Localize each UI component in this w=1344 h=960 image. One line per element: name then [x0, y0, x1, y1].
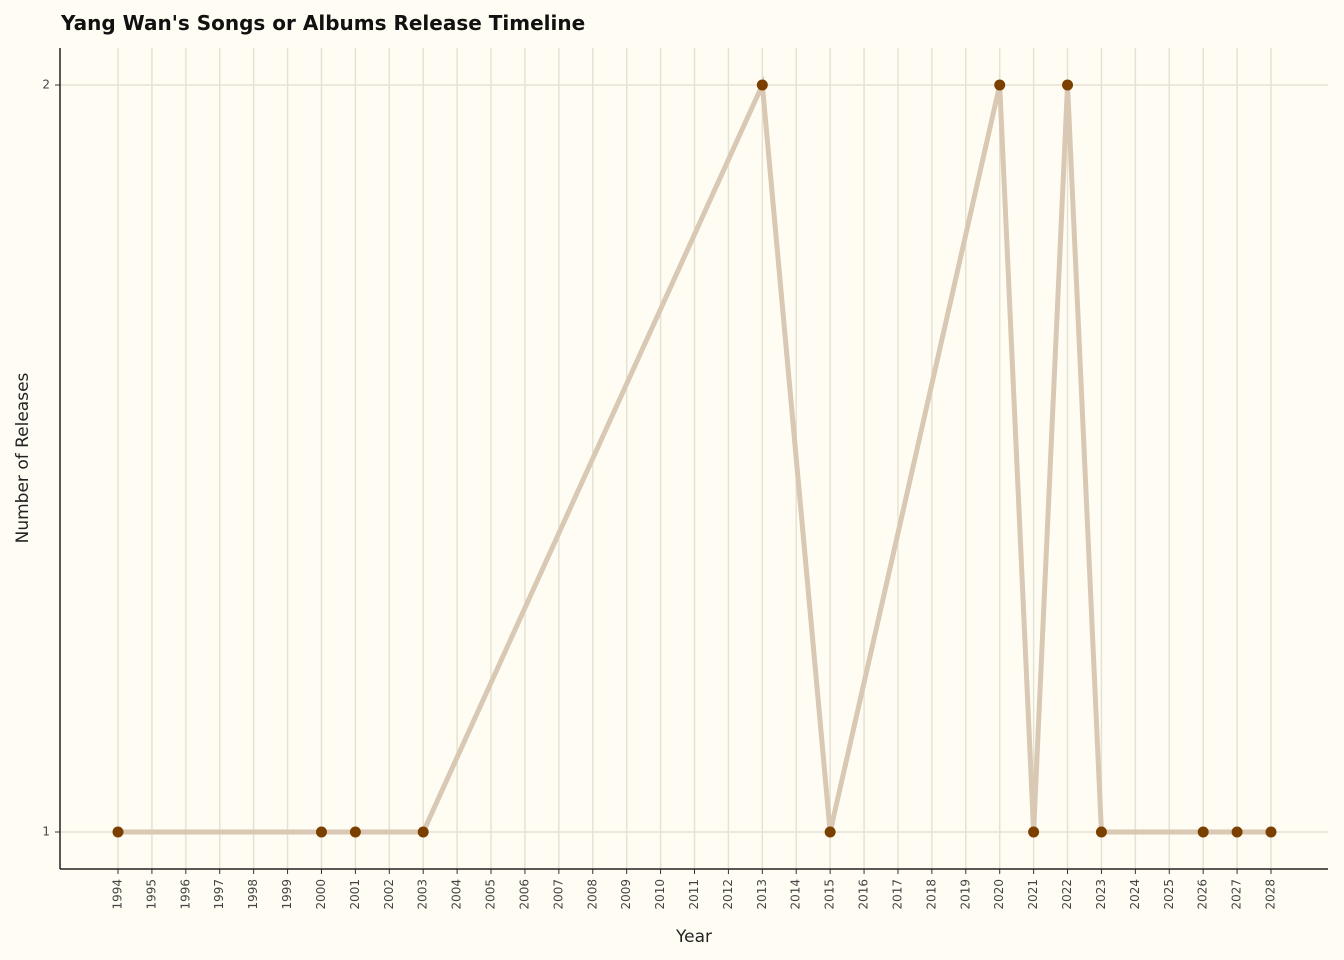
x-tick-label: 2022: [1060, 879, 1074, 910]
x-tick-label: 2001: [348, 879, 362, 910]
data-point: [1265, 826, 1277, 838]
data-point: [756, 79, 768, 91]
x-tick-label: 1994: [111, 879, 125, 910]
x-tick-label: 2026: [1196, 879, 1210, 910]
x-tick-label: 2028: [1264, 879, 1278, 910]
chart-title: Yang Wan's Songs or Albums Release Timel…: [60, 11, 585, 35]
data-point: [1062, 79, 1074, 91]
x-tick-label: 2015: [823, 879, 837, 910]
x-tick-label: 1996: [178, 879, 192, 910]
x-tick-label: 2011: [687, 879, 701, 910]
x-tick-label: 2009: [619, 879, 633, 910]
data-point: [1231, 826, 1243, 838]
x-tick-label: 2007: [551, 879, 565, 910]
x-tick-label: 2004: [450, 879, 464, 910]
x-tick-label: 2014: [789, 879, 803, 910]
gridlines: [60, 48, 1328, 869]
data-point: [1095, 826, 1107, 838]
x-tick-label: 2020: [992, 879, 1006, 910]
data-point: [824, 826, 836, 838]
data-point: [315, 826, 327, 838]
x-tick-label: 2008: [585, 879, 599, 910]
x-axis-title: Year: [675, 927, 712, 947]
x-tick-label: 2027: [1230, 879, 1244, 910]
series-layer: [112, 75, 1277, 838]
data-point: [417, 826, 429, 838]
x-tick-label: 2013: [755, 879, 769, 910]
x-tick-label: 2012: [721, 879, 735, 910]
x-tick-label: 2010: [653, 879, 667, 910]
x-tick-labels: 1994 1995 1996 1997 1998 1999 2000 2001 2002 2003…: [111, 879, 1278, 910]
x-tick-label: 2002: [382, 879, 396, 910]
data-point: [1197, 826, 1209, 838]
data-point: [112, 826, 124, 838]
data-point: [994, 79, 1006, 91]
x-tick-label: 2000: [314, 879, 328, 910]
x-tick-label: 2017: [890, 879, 904, 910]
x-tick-label: 1997: [212, 879, 226, 910]
x-tick-label: 2021: [1026, 879, 1040, 910]
data-point: [1028, 826, 1040, 838]
x-tick-label: 2025: [1162, 879, 1176, 910]
y-tick-label: 1: [42, 825, 50, 839]
y-tick-labels: 12: [42, 78, 50, 839]
x-tick-label: 1999: [280, 879, 294, 910]
x-tick-label: 2003: [416, 879, 430, 910]
x-tick-label: 1998: [246, 879, 260, 910]
y-axis-title: Number of Releases: [13, 372, 33, 543]
x-tick-label: 2005: [484, 879, 498, 910]
x-tick-label: 2016: [857, 879, 871, 910]
x-tick-label: 2019: [958, 879, 972, 910]
axes: [55, 48, 1328, 874]
x-tick-label: 1995: [144, 879, 158, 910]
x-tick-label: 2006: [517, 879, 531, 910]
x-tick-label: 2018: [924, 879, 938, 910]
x-tick-label: 2023: [1094, 879, 1108, 910]
y-tick-label: 2: [42, 78, 50, 92]
x-tick-label: 2024: [1128, 879, 1142, 910]
data-point: [349, 826, 361, 838]
